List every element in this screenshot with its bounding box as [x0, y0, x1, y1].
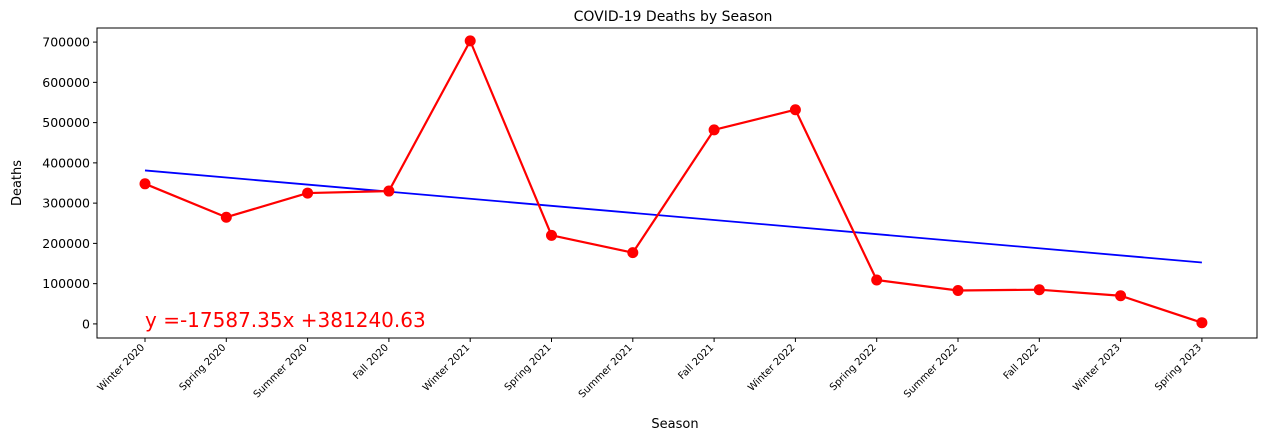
x-tick-label: Winter 2022 [746, 342, 797, 393]
x-tick-label: Spring 2023 [1153, 342, 1204, 393]
data-point [220, 211, 232, 223]
y-tick-label: 400000 [42, 155, 90, 170]
x-axis-label: Season [651, 417, 698, 432]
trendline-equation: y =-17587.35x +381240.63 [145, 308, 426, 332]
data-point [789, 104, 801, 116]
x-tick-label: Fall 2021 [677, 342, 717, 382]
data-point [952, 284, 964, 296]
trendline [144, 169, 1202, 264]
plot-area [96, 27, 1258, 339]
data-point [708, 124, 720, 136]
y-tick-label: 700000 [42, 35, 90, 50]
x-tick-label: Summer 2020 [252, 342, 310, 400]
x-tick-label: Winter 2023 [1071, 342, 1122, 393]
y-tick-label: 500000 [42, 115, 90, 130]
data-point [464, 35, 476, 47]
data-point [546, 229, 557, 241]
x-axis: Winter 2020 Spring 2020 Summer 2020 Fall 20… [96, 338, 1204, 400]
x-tick-label: Spring 2021 [503, 342, 554, 393]
y-tick-label: 100000 [42, 276, 90, 291]
data-point [383, 185, 395, 197]
x-tick-label: Spring 2022 [828, 342, 879, 393]
x-tick-label: Spring 2020 [178, 342, 229, 393]
data-point [139, 178, 151, 190]
series-line [144, 39, 1203, 324]
data-point [627, 247, 639, 259]
x-tick-label: Fall 2022 [1002, 342, 1042, 382]
x-tick-label: Winter 2020 [96, 342, 147, 393]
data-point [302, 187, 314, 199]
x-tick-label: Summer 2022 [902, 342, 960, 400]
data-point [871, 274, 883, 286]
y-axis-label: Deaths [10, 160, 25, 206]
y-tick-label: 200000 [42, 236, 90, 251]
chart-title: COVID-19 Deaths by Season [574, 9, 773, 25]
y-tick-label: 0 [82, 316, 90, 331]
y-tick-label: 600000 [42, 75, 90, 90]
y-tick-label: 300000 [42, 196, 90, 211]
trendline-group [144, 169, 1202, 264]
y-axis: 0 100000 200000 300000 400000 500000 600000 700… [42, 35, 97, 331]
series-group [139, 35, 1208, 329]
x-tick-label: Summer 2021 [577, 342, 635, 400]
data-point [1115, 290, 1127, 302]
data-point [1196, 317, 1208, 329]
x-tick-label: Fall 2020 [351, 342, 391, 382]
data-point [1033, 284, 1045, 296]
x-tick-label: Winter 2021 [421, 342, 472, 393]
